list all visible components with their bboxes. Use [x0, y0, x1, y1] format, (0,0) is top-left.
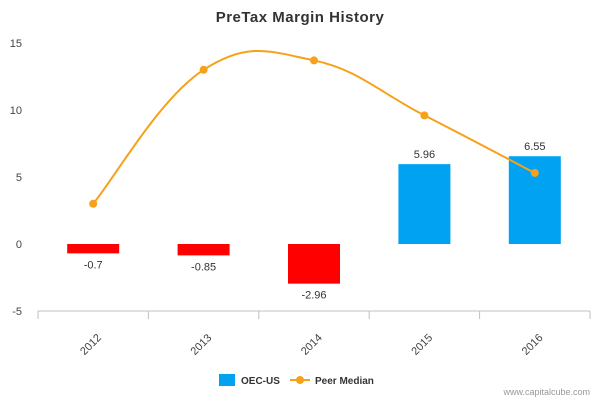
legend-item-oec-us[interactable]: OEC-US	[219, 374, 280, 387]
data-label-2012: -0.7	[84, 259, 103, 271]
x-tick-label: 2014	[299, 332, 325, 358]
bar-2012[interactable]	[67, 244, 120, 254]
data-label-2015: 5.96	[414, 149, 435, 161]
peer-median-point-2013[interactable]	[199, 65, 208, 74]
y-axis: -5 0 5 10 15	[10, 38, 22, 318]
legend-label-oec-us: OEC-US	[241, 376, 280, 387]
line-series	[89, 49, 539, 208]
peer-median-point-2014[interactable]	[310, 56, 318, 65]
x-axis: 2012 2013 2014 2015 2016	[37, 310, 591, 358]
x-tick-label: 2016	[520, 332, 546, 358]
peer-median-point-2016[interactable]	[530, 168, 539, 177]
peer-median-line	[92, 49, 536, 205]
y-tick-label: 15	[10, 38, 22, 50]
legend-label-peer-median: Peer Median	[315, 376, 374, 387]
x-tick-label: 2013	[189, 332, 215, 358]
y-tick-label: -5	[12, 306, 22, 318]
x-tick-label: 2015	[409, 332, 435, 358]
peer-median-point-2012[interactable]	[89, 199, 98, 208]
x-tick-label: 2012	[78, 332, 104, 358]
bar-2014[interactable]	[288, 244, 340, 284]
bar-2013[interactable]	[177, 244, 230, 256]
y-tick-label: 0	[16, 239, 22, 251]
data-labels: -0.7 -0.85 -2.96 5.96 6.55	[84, 141, 546, 301]
legend-swatch-marker	[296, 376, 304, 384]
y-tick-label: 5	[16, 172, 22, 184]
data-label-2014: -2.96	[301, 290, 326, 302]
chart-title: PreTax Margin History	[216, 9, 385, 26]
legend-item-peer-median[interactable]: Peer Median	[290, 376, 374, 387]
y-tick-label: 10	[10, 105, 22, 117]
credit-text: www.capitalcube.com	[502, 387, 590, 397]
legend: OEC-US Peer Median	[219, 374, 374, 387]
legend-swatch-bar	[219, 374, 235, 386]
data-label-2016: 6.55	[524, 141, 545, 153]
bar-series	[67, 156, 561, 284]
data-label-2013: -0.85	[191, 261, 216, 273]
peer-median-point-2015[interactable]	[420, 111, 429, 120]
bar-2015[interactable]	[398, 164, 451, 244]
